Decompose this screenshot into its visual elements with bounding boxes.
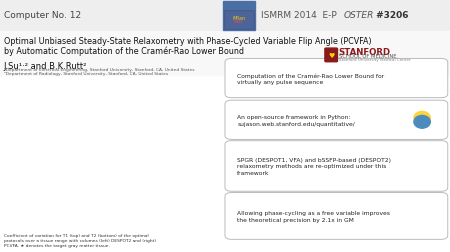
X-axis label: $T_1$ (ms): $T_1$ (ms) xyxy=(40,239,57,246)
Text: OSTER: OSTER xyxy=(343,11,374,20)
Text: J.Su¹·² and B.K.Rutt²: J.Su¹·² and B.K.Rutt² xyxy=(4,62,87,71)
X-axis label: $T_1$ (ms): $T_1$ (ms) xyxy=(148,239,165,246)
FancyBboxPatch shape xyxy=(225,193,448,239)
X-axis label: $T_1$ (ms): $T_1$ (ms) xyxy=(40,163,57,171)
Text: ISMRM 2014  E-P: ISMRM 2014 E-P xyxy=(261,11,337,20)
Ellipse shape xyxy=(414,112,430,125)
Text: Stanford University Medical Center: Stanford University Medical Center xyxy=(339,58,410,62)
Text: Milan: Milan xyxy=(232,16,246,21)
Bar xyxy=(224,11,254,30)
Bar xyxy=(224,11,254,30)
Y-axis label: CoV $T_2$: CoV $T_2$ xyxy=(105,187,112,201)
FancyBboxPatch shape xyxy=(225,59,448,98)
Text: ²Department of Radiology, Stanford University, Stanford, CA, United States: ²Department of Radiology, Stanford Unive… xyxy=(4,72,168,76)
Text: ¹Department of Electrical Engineering, Stanford University, Stanford, CA, United: ¹Department of Electrical Engineering, S… xyxy=(4,68,194,72)
Y-axis label: $T_2$ (ms): $T_2$ (ms) xyxy=(99,186,107,202)
FancyBboxPatch shape xyxy=(225,141,448,192)
FancyBboxPatch shape xyxy=(225,101,448,140)
Text: #3206: #3206 xyxy=(373,11,408,20)
Y-axis label: CoV $T_1$: CoV $T_1$ xyxy=(103,111,111,126)
Text: Allowing phase-cycling as a free variable improves
the theoretical precision by : Allowing phase-cycling as a free variabl… xyxy=(237,210,390,222)
FancyBboxPatch shape xyxy=(325,49,338,62)
Bar xyxy=(0,32,450,76)
X-axis label: $T_1$ (ms): $T_1$ (ms) xyxy=(148,163,165,171)
Text: Computer No. 12: Computer No. 12 xyxy=(4,11,81,20)
Bar xyxy=(0,0,450,32)
Text: Optimal Unbiased Steady-State Relaxometry with Phase-Cycled Variable Flip Angle : Optimal Unbiased Steady-State Relaxometr… xyxy=(4,37,371,46)
Ellipse shape xyxy=(414,116,430,129)
Y-axis label: CoV $T_2$: CoV $T_2$ xyxy=(211,187,219,201)
Text: Coefficient of variation for T1 (top) and T2 (bottom) of the optimal
protocols o: Coefficient of variation for T1 (top) an… xyxy=(4,233,156,247)
Text: SCHOOL OF MEDICINE: SCHOOL OF MEDICINE xyxy=(339,54,396,59)
Text: SPGR (DESPOT1, VFA) and bSSFP-based (DESPOT2)
relaxometry methods are re-optimiz: SPGR (DESPOT1, VFA) and bSSFP-based (DES… xyxy=(237,157,391,175)
Y-axis label: $T_2$ (ms): $T_2$ (ms) xyxy=(99,110,107,127)
Text: Computation of the Cramér-Rao Lower Bound for
virtually any pulse sequence: Computation of the Cramér-Rao Lower Boun… xyxy=(237,73,384,85)
Text: ♥: ♥ xyxy=(328,53,334,59)
Y-axis label: CoV $T_1$: CoV $T_1$ xyxy=(211,111,219,126)
Text: STANFORD: STANFORD xyxy=(339,48,391,57)
Text: An open-source framework in Python:
sujason.web.stanford.edu/quantitative/: An open-source framework in Python: suja… xyxy=(237,115,355,126)
Text: ITALY: ITALY xyxy=(234,19,244,23)
Text: by Automatic Computation of the Cramér-Rao Lower Bound: by Automatic Computation of the Cramér-R… xyxy=(4,46,243,55)
FancyBboxPatch shape xyxy=(223,2,255,31)
